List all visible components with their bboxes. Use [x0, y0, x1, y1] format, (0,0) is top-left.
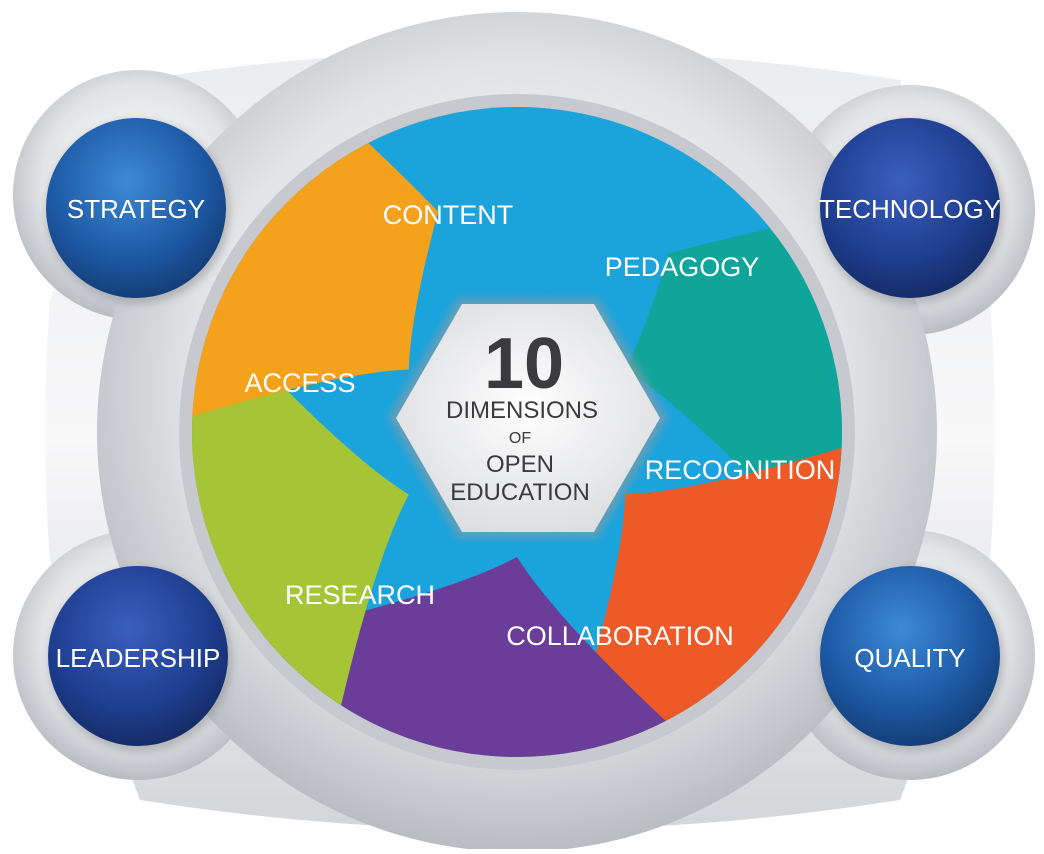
label-research: RESEARCH — [285, 580, 435, 610]
label-pedagogy: PEDAGOGY — [605, 252, 760, 282]
center-line-2: OF — [509, 430, 531, 447]
label-technology: TECHNOLOGY — [819, 194, 1001, 224]
ball-leadership: LEADERSHIP — [48, 566, 232, 752]
center-hexagon — [396, 304, 660, 532]
label-collaboration: COLLABORATION — [506, 621, 734, 651]
label-quality: QUALITY — [854, 643, 965, 673]
label-leadership: LEADERSHIP — [56, 643, 221, 673]
label-recognition: RECOGNITION — [645, 455, 836, 485]
center-line-4: EDUCATION — [450, 479, 590, 506]
center-number: 10 — [484, 324, 564, 404]
center-line-1: DIMENSIONS — [446, 397, 598, 424]
center-line-3: OPEN — [486, 451, 554, 478]
label-content: CONTENT — [383, 200, 514, 230]
ball-strategy: STRATEGY — [46, 118, 230, 304]
label-strategy: STRATEGY — [67, 194, 205, 224]
label-access: ACCESS — [244, 368, 355, 398]
ball-quality: QUALITY — [820, 566, 1004, 752]
ball-technology: TECHNOLOGY — [819, 118, 1004, 304]
